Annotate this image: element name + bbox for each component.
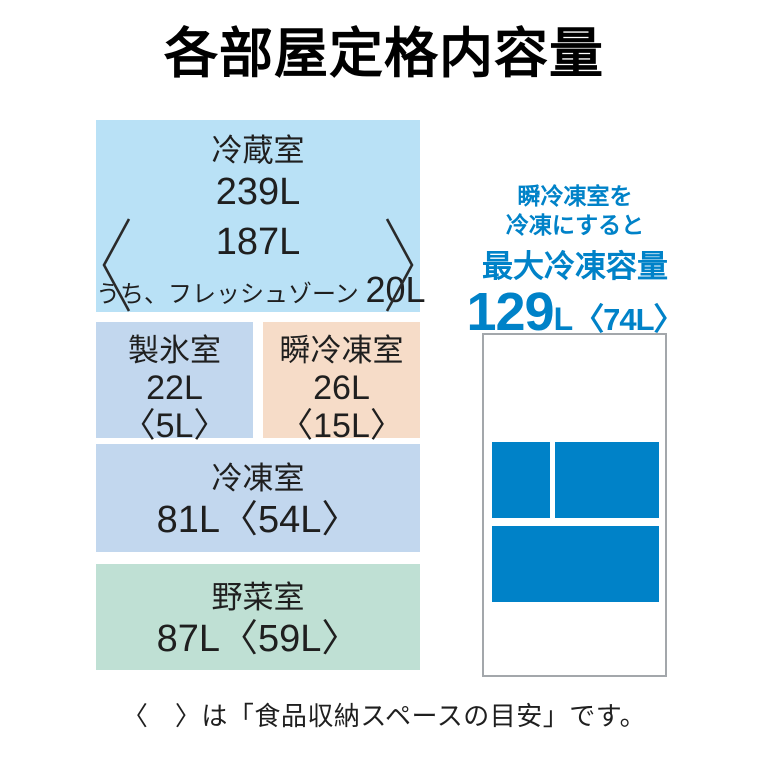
max-freezing-value: 129 L 〈74L〉 xyxy=(466,285,684,339)
right-angle-bracket-icon xyxy=(385,218,414,312)
frozen-zone-rect-quick-freeze xyxy=(555,442,659,518)
quick-freeze-capacity: 26L xyxy=(313,369,370,408)
vegetable-label: 野菜室 xyxy=(211,580,305,615)
frozen-zone-rect-ice xyxy=(492,442,550,518)
compartment-fridge: 冷蔵室 239L 187L うち、フレッシュゾーン 20L xyxy=(96,120,426,314)
max-freezing-number: 129 xyxy=(466,281,554,342)
ice-storage: 〈5L〉 xyxy=(121,406,228,445)
max-freezing-block: 瞬冷凍室を 冷凍にすると 最大冷凍容量 129 L 〈74L〉 xyxy=(466,182,684,339)
max-freezing-bracket-value: 〈74L〉 xyxy=(573,301,684,337)
max-freezing-label: 最大冷凍容量 xyxy=(482,248,668,284)
max-freezing-unit: L xyxy=(553,300,574,337)
fridge-inner-capacity-group: 187L うち、フレッシュゾーン 20L xyxy=(96,218,426,314)
freezer-label: 冷凍室 xyxy=(211,461,305,496)
compartment-freezer: 冷凍室 81L〈54L〉 xyxy=(96,444,420,552)
fresh-zone-note: うち、フレッシュゾーン 20L xyxy=(96,267,426,314)
left-angle-bracket-icon xyxy=(102,218,131,312)
fresh-zone-value: 20L xyxy=(365,268,426,310)
quick-freeze-storage: 〈15L〉 xyxy=(279,406,404,445)
compartment-vegetable: 野菜室 87L〈59L〉 xyxy=(96,564,420,670)
ice-label: 製氷室 xyxy=(128,333,221,368)
condition-line-2: 冷凍にすると xyxy=(505,212,645,239)
vegetable-capacity: 87L〈59L〉 xyxy=(156,618,360,661)
quick-freeze-label: 瞬冷凍室 xyxy=(279,333,404,368)
fresh-zone-label: うち、フレッシュゾーン xyxy=(96,280,359,308)
fridge-label: 冷蔵室 xyxy=(211,133,305,168)
page-title: 各部屋定格内容量 xyxy=(164,24,604,84)
fridge-inner-capacity: 187L xyxy=(215,220,301,263)
frozen-zone-rect-freezer xyxy=(492,526,659,602)
fridge-outline-icon xyxy=(482,333,667,677)
compartment-ice: 製氷室 22L 〈5L〉 xyxy=(96,322,253,444)
max-freezing-condition: 瞬冷凍室を 冷凍にすると xyxy=(470,182,680,241)
footnote: 〈 〉は「食品収納スペースの目安」です。 xyxy=(121,701,647,731)
ice-capacity: 22L xyxy=(146,369,203,408)
condition-line-1: 瞬冷凍室を xyxy=(517,183,633,209)
fridge-capacity: 239L xyxy=(215,171,301,214)
freezer-capacity: 81L〈54L〉 xyxy=(156,499,360,542)
compartment-quick-freeze: 瞬冷凍室 26L 〈15L〉 xyxy=(263,322,420,444)
